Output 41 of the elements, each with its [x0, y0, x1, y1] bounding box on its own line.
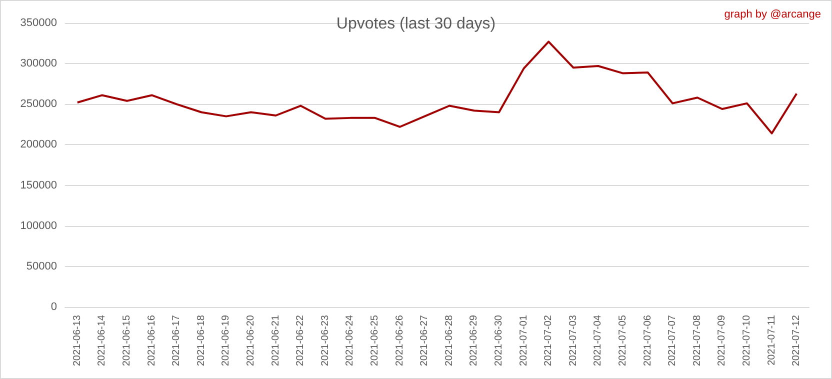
x-tick-label: 2021-06-15 [122, 314, 132, 366]
x-tick-label: 2021-06-14 [96, 314, 108, 366]
y-tick-label: 200000 [20, 138, 57, 151]
x-tick-label: 2021-06-13 [72, 314, 83, 366]
chart-title: Upvotes (last 30 days) [336, 16, 496, 32]
x-tick-label: 2021-06-23 [320, 314, 331, 366]
x-tick-label: 2021-07-07 [667, 314, 678, 366]
x-tick-label: 2021-07-06 [642, 314, 654, 366]
x-tick-label: 2021-07-08 [692, 314, 703, 366]
line-series [76, 40, 798, 134]
x-tick-label: 2021-06-27 [419, 314, 430, 366]
x-tick-label: 2021-06-26 [394, 314, 406, 366]
x-tick-label: 2021-06-22 [295, 314, 306, 366]
x-tick-label: 2021-06-21 [270, 314, 282, 366]
y-tick-label: 350000 [20, 17, 57, 29]
text: graph by @arcange [724, 8, 822, 20]
x-tick-label: 2021-06-18 [196, 314, 207, 366]
x-tick-label: 2021-06-24 [344, 314, 356, 366]
x-tick-label: 2021-07-01 [518, 314, 530, 366]
y-tick-label: 250000 [20, 98, 57, 110]
x-tick-label: 2021-07-10 [742, 314, 752, 366]
x-tick-label: 2021-07-04 [592, 314, 604, 366]
x-tick-label: 2021-07-03 [568, 314, 579, 366]
x-tick-label: 2021-06-19 [220, 314, 232, 366]
x-tick-label: 2021-06-29 [468, 314, 480, 366]
y-tick-label: 50000 [26, 260, 57, 272]
x-tick-label: 2021-06-28 [444, 314, 455, 366]
x-tick-label: 2021-06-30 [494, 314, 504, 366]
x-tick-label: 2021-06-25 [370, 314, 380, 366]
x-tick-label: 2021-07-02 [543, 314, 554, 366]
y-tick-label: 0 [50, 301, 57, 313]
x-tick-label: 2021-06-16 [146, 314, 158, 366]
x-tick-label: 2021-06-17 [171, 314, 182, 366]
x-tick-label: 2021-06-20 [246, 314, 256, 366]
x-tick-label: 2021-07-11 [766, 314, 778, 366]
x-tick-label: 2021-07-12 [791, 314, 802, 366]
x-tick-label: 2021-07-09 [716, 314, 728, 366]
y-tick-label: 150000 [20, 179, 57, 192]
x-tick-label: 2021-07-05 [618, 314, 628, 366]
y-tick-label: 300000 [20, 58, 57, 70]
y-tick-label: 100000 [20, 220, 57, 232]
